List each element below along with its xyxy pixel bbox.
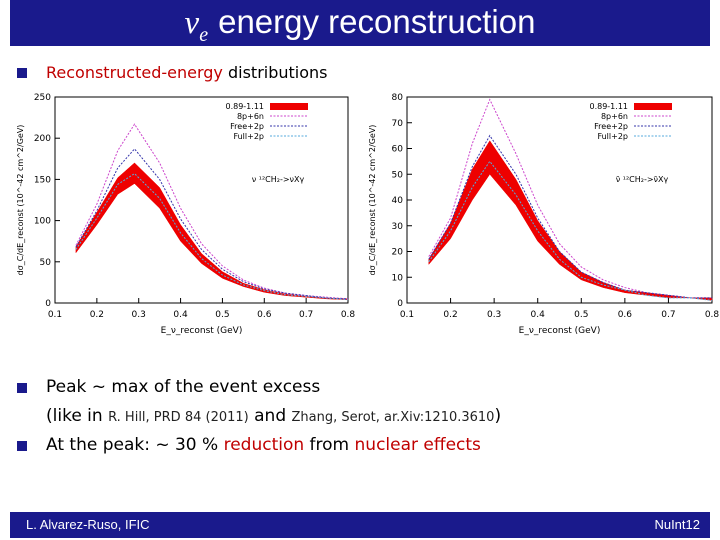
x-tick-label: 0.2 [443, 310, 457, 320]
y-tick-label: 150 [34, 175, 51, 185]
reduction-highlight: reduction [223, 435, 305, 455]
y-tick-label: 200 [34, 134, 51, 144]
legend-label: Free+2p [230, 122, 264, 131]
y-tick-label: 50 [40, 258, 52, 268]
process-annotation: ν̄ ¹²CH₂->ν̄Xγ [616, 175, 669, 184]
x-tick-label: 0.4 [531, 310, 546, 320]
series-line-8p+6n [75, 123, 349, 300]
legend-swatch-band [270, 103, 308, 110]
y-axis-label: dσ_C/dE_reconst (10^-42 cm^2/GeV) [16, 125, 25, 276]
footer-bar: L. Alvarez-Ruso, IFIC NuInt12 [10, 512, 710, 538]
series-line-Full+2p [75, 172, 349, 301]
x-tick-label: 0.2 [90, 310, 104, 320]
chart-neutrino: 0 50 100 150 200 250 0.1 0.2 0.3 0.4 0.5 0.6 0.7 0.8 E… [16, 93, 356, 336]
band-0.89-1.11 [428, 140, 713, 301]
nuclear-effects-highlight: nuclear effects [354, 435, 481, 455]
bullet-1-highlight: Reconstructed-energy [46, 63, 223, 82]
plot-frame [54, 96, 349, 304]
bullet-2: Peak ~ max of the event excess [46, 377, 321, 397]
footer-conference: NuInt12 [654, 517, 700, 532]
title-text: energy reconstruction [218, 3, 536, 40]
legend-label: 8p+6n [601, 112, 628, 121]
x-tick-label: 0.1 [48, 310, 62, 320]
title-nu-subscript: e [199, 24, 209, 46]
y-tick-label: 40 [392, 196, 404, 206]
y-tick-label: 0 [397, 299, 403, 309]
plot-frame [406, 96, 713, 304]
legend-label-band: 0.89-1.11 [589, 102, 628, 111]
y-tick-label: 70 [392, 119, 404, 129]
x-tick-label: 0.3 [132, 310, 146, 320]
y-tick-label: 30 [392, 222, 404, 232]
y-tick-label: 10 [392, 273, 404, 283]
bullet-1: Reconstructed-energy distributions [46, 63, 328, 82]
x-tick-label: 0.4 [173, 310, 188, 320]
process-annotation: ν ¹²CH₂->νXγ [252, 175, 305, 184]
legend-label: 8p+6n [237, 112, 264, 121]
band-0.89-1.11 [75, 162, 349, 300]
y-tick-label: 80 [392, 93, 404, 103]
series-line-Full+2p [428, 160, 713, 301]
y-tick-label: 20 [392, 248, 404, 258]
legend-label: Free+2p [594, 122, 628, 131]
bullet-2-text: ) [494, 406, 502, 426]
x-tick-label: 0.7 [299, 310, 313, 320]
x-tick-label: 0.6 [257, 310, 272, 320]
bullet-square [17, 383, 27, 393]
series-line-Free+2p [428, 134, 712, 299]
x-axis-label: E_ν_reconst (GeV) [519, 326, 601, 336]
legend-label-band: 0.89-1.11 [225, 102, 264, 111]
bullet-square [17, 441, 27, 451]
legend-label: Full+2p [233, 132, 264, 141]
x-axis-label: E_ν_reconst (GeV) [161, 326, 243, 336]
x-tick-label: 0.5 [574, 310, 588, 320]
bullet-2-text: (like in [46, 406, 109, 426]
y-axis-label: dσ_C/dE_reconst (10^-42 cm^2/GeV) [368, 125, 377, 276]
legend-swatch-band [634, 103, 672, 110]
reference-hill: R. Hill, PRD 84 (2011) [108, 410, 249, 425]
bullet-3-text: from [304, 435, 355, 455]
slide-title: νe energy reconstruction [10, 0, 710, 46]
bullet-2-continuation: (like in R. Hill, PRD 84 (2011) and Zhan… [46, 406, 501, 426]
x-tick-label: 0.5 [215, 310, 229, 320]
x-tick-label: 0.7 [661, 310, 675, 320]
y-tick-label: 60 [392, 145, 404, 155]
bullet-1-rest: distributions [222, 63, 328, 82]
footer-author: L. Alvarez-Ruso, IFIC [26, 517, 150, 532]
bullet-3: At the peak: ~ 30 % reduction from nucle… [46, 435, 481, 455]
bullet-2-text: and [248, 406, 292, 426]
y-tick-label: 100 [34, 217, 51, 227]
bullet-3-text: At the peak: ~ 30 % [46, 435, 224, 455]
x-tick-label: 0.6 [618, 310, 633, 320]
reference-zhang-serot: Zhang, Serot, ar.Xiv:1210.3610 [291, 410, 495, 425]
x-tick-label: 0.3 [487, 310, 501, 320]
y-tick-label: 250 [34, 93, 51, 103]
y-tick-label: 50 [392, 170, 404, 180]
series-line-8p+6n [428, 98, 712, 299]
title-nu-symbol: ν [184, 5, 200, 41]
chart-antineutrino: 0 10 20 30 40 50 60 70 80 0.1 0.2 0.3 0.4 0.5 0.6 0.7 0.… [368, 93, 720, 336]
y-tick-label: 0 [45, 299, 51, 309]
x-tick-label: 0.8 [705, 310, 720, 320]
series-line-Free+2p [75, 148, 349, 300]
bullet-square [17, 68, 27, 78]
legend-label: Full+2p [597, 132, 628, 141]
x-tick-label: 0.8 [341, 310, 356, 320]
x-tick-label: 0.1 [400, 310, 414, 320]
